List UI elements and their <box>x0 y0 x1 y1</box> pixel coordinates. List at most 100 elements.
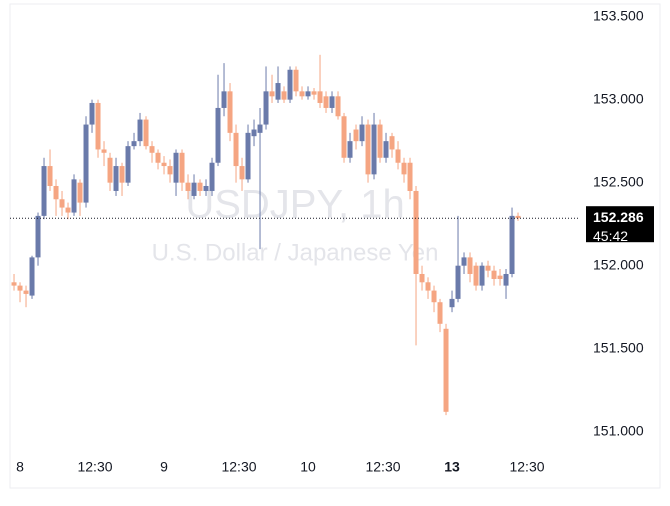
candle-body <box>455 265 461 299</box>
candle-body <box>143 119 149 147</box>
x-tick-label: 13 <box>444 459 460 475</box>
y-tick-label: 152.500 <box>593 173 644 189</box>
watermark-subtitle: U.S. Dollar / Japanese Yen <box>152 239 439 266</box>
candle-body <box>77 182 83 203</box>
candle-body <box>479 265 485 286</box>
candle-body <box>83 124 89 203</box>
x-tick-label: 10 <box>300 459 316 475</box>
candle-body <box>173 152 179 183</box>
candle-body <box>221 91 227 108</box>
candle-body <box>407 162 413 191</box>
candle-body <box>89 102 95 125</box>
candle-body <box>491 270 497 279</box>
x-tick-label: 12:30 <box>221 459 256 475</box>
y-tick-label: 151.500 <box>593 339 644 355</box>
candle-body <box>11 282 17 286</box>
candle-body <box>197 182 203 191</box>
x-tick-label: 8 <box>16 459 24 475</box>
frame <box>9 3 661 489</box>
candle-body <box>371 124 377 175</box>
candle-body <box>473 265 479 286</box>
y-tick-label: 153.000 <box>593 90 644 106</box>
x-tick-label: 12:30 <box>509 459 544 475</box>
candle-body <box>317 91 323 103</box>
candle-body <box>287 69 293 100</box>
candle-body <box>203 185 209 191</box>
candle-body <box>185 182 191 191</box>
candle-body <box>47 166 53 186</box>
candle-body <box>215 107 221 163</box>
x-tick-label: 12:30 <box>77 459 112 475</box>
candle-body <box>299 91 305 97</box>
last-price-label: 152.286 <box>593 209 644 225</box>
candle-body <box>431 290 437 303</box>
candle-body <box>389 136 395 150</box>
candle-body <box>35 215 41 258</box>
candle-body <box>251 129 257 137</box>
candle-body <box>275 83 281 100</box>
candle-body <box>17 285 23 291</box>
candle-body <box>167 166 173 175</box>
candle-body <box>107 157 113 183</box>
candle-body <box>347 141 353 158</box>
candle-body <box>449 298 455 308</box>
candle-body <box>413 190 419 274</box>
candle-body <box>41 166 47 216</box>
watermark-title: USDJPY, 1h <box>185 183 404 227</box>
candle-body <box>383 141 389 158</box>
candle-body <box>419 273 425 283</box>
candle-body <box>191 182 197 196</box>
candle-body <box>23 290 29 294</box>
candle-body <box>359 124 365 142</box>
candle-body <box>329 96 335 108</box>
candle-body <box>137 119 143 142</box>
candle-body <box>155 152 161 163</box>
candle-body <box>281 91 287 100</box>
candle-body <box>95 102 101 150</box>
last-price-box <box>586 206 654 243</box>
candle-body <box>335 96 341 117</box>
candle-body <box>149 146 155 153</box>
candle-body <box>323 96 329 108</box>
candle-body <box>263 91 269 125</box>
x-tick-label: 9 <box>160 459 168 475</box>
candle-body <box>467 257 473 274</box>
candle-body <box>245 132 251 180</box>
candle-body <box>233 132 239 167</box>
candle-body <box>395 149 401 163</box>
candle-body <box>101 149 107 153</box>
candle-body <box>377 124 383 158</box>
candle-body <box>179 152 185 183</box>
candle-body <box>443 328 449 412</box>
candle-body <box>29 257 35 296</box>
x-tick-label: 12:30 <box>365 459 400 475</box>
candle-body <box>497 275 503 279</box>
candle-body <box>53 185 59 200</box>
candle-body <box>401 162 407 175</box>
candle-body <box>437 302 443 324</box>
candle-body <box>461 257 467 266</box>
candle-body <box>365 124 371 175</box>
candle-body <box>65 207 71 213</box>
candle-body <box>305 91 311 97</box>
candle-body <box>311 91 317 95</box>
candle-body <box>125 146 131 183</box>
candle-body <box>257 124 263 133</box>
candle-body <box>227 91 233 133</box>
candle-body <box>269 91 275 97</box>
candle-body <box>161 162 167 167</box>
y-tick-label: 152.000 <box>593 256 644 272</box>
candle-body <box>59 199 65 208</box>
candle-body <box>485 265 491 271</box>
y-tick-label: 151.000 <box>593 422 644 438</box>
candle-body <box>71 179 77 213</box>
y-tick-label: 153.500 <box>593 7 644 23</box>
candle-body <box>293 69 299 92</box>
candle-body <box>503 273 509 286</box>
candle-body <box>515 215 521 219</box>
candle-body <box>353 129 359 142</box>
candle-body <box>341 116 347 158</box>
candle-body <box>425 282 431 291</box>
countdown-label: 45:42 <box>593 228 628 244</box>
